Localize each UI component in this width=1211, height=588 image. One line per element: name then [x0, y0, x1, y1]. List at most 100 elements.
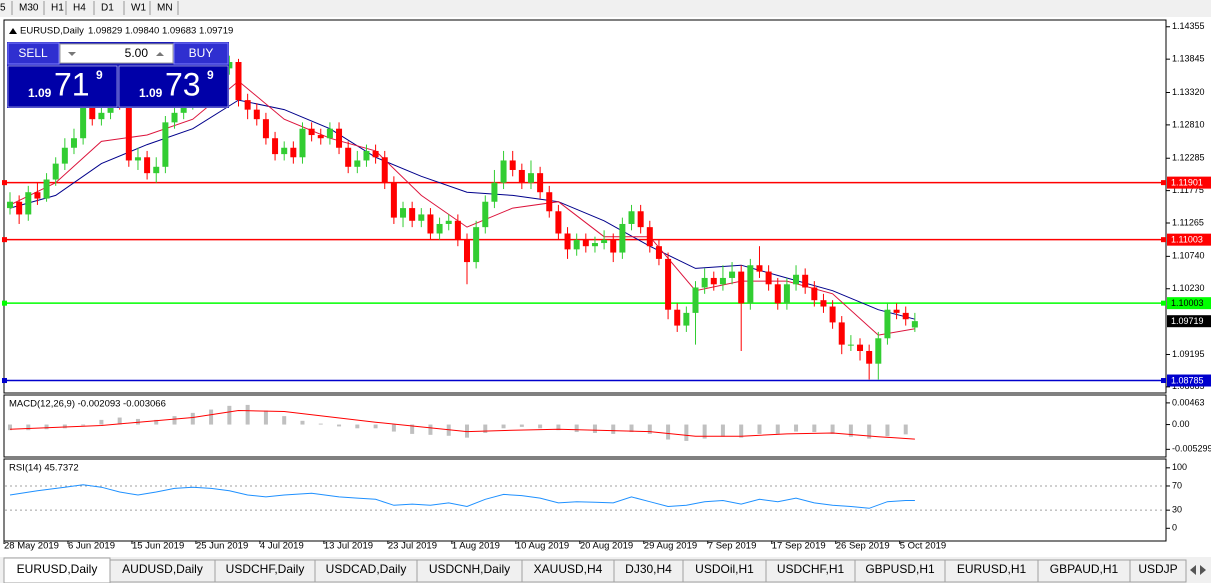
candle-body — [482, 201, 489, 228]
level-handle — [2, 378, 7, 384]
candle-body — [619, 223, 626, 253]
x-tick-label: 23 Jul 2019 — [388, 541, 437, 552]
histogram-bar — [263, 410, 268, 425]
tab-label[interactable]: USDCHF,Daily — [226, 562, 305, 576]
histogram-bar — [775, 424, 780, 434]
tab-label[interactable]: EURUSD,Daily — [17, 562, 98, 576]
candle-body — [299, 128, 306, 158]
level-tag — [1167, 176, 1211, 189]
tab-label[interactable]: USDCHF,H1 — [777, 562, 845, 576]
candle-body — [756, 265, 763, 272]
candle-body — [665, 258, 672, 310]
candle-body — [491, 182, 498, 202]
histogram-bar — [81, 424, 86, 426]
timeframe-button[interactable]: W1 — [131, 3, 146, 14]
candle-body — [326, 128, 333, 139]
histogram-bar — [794, 424, 799, 432]
macd-pane — [3, 394, 1167, 458]
timeframe-button[interactable]: H1 — [51, 3, 64, 14]
candle-body — [738, 271, 745, 304]
collapse-icon[interactable] — [9, 28, 17, 34]
tab-label[interactable]: GBPAUD,H1 — [1050, 562, 1119, 576]
timeframe-button[interactable]: M30 — [19, 3, 39, 14]
level-handle — [1161, 180, 1166, 186]
tab-label[interactable]: EURUSD,H1 — [957, 562, 1027, 576]
tab-label[interactable]: USDCNH,Daily — [429, 562, 510, 576]
price-tag — [1167, 315, 1211, 328]
price-point: 9 — [96, 68, 103, 82]
histogram-bar — [903, 424, 908, 435]
ohlc-label: 1.09829 1.09840 1.09683 1.09719 — [88, 26, 233, 37]
candle-body — [25, 192, 32, 215]
timeframe-button[interactable]: MN — [157, 3, 173, 14]
candle-body — [336, 128, 343, 148]
tab-label[interactable]: DJ30,H4 — [625, 562, 672, 576]
lot-field[interactable] — [59, 43, 174, 64]
lot-value[interactable]: 5.00 — [125, 46, 149, 60]
x-tick-label: 15 Jun 2019 — [132, 541, 184, 552]
histogram-bar — [8, 424, 12, 431]
tab-label[interactable]: AUDUSD,Daily — [122, 562, 203, 576]
price-box[interactable] — [118, 65, 229, 108]
y-tick-label: 1.12285 — [1172, 153, 1205, 163]
tab-label[interactable]: GBPUSD,H1 — [865, 562, 935, 576]
candle-body — [875, 338, 882, 364]
candle-body — [683, 312, 690, 326]
x-tick-label: 7 Sep 2019 — [708, 541, 757, 552]
candle-body — [692, 287, 699, 313]
tab-label[interactable]: USDCAD,Daily — [326, 562, 407, 576]
tab-scroll[interactable] — [1190, 565, 1206, 575]
candle-body — [902, 312, 909, 320]
histogram-bar — [26, 424, 31, 431]
candle-body — [308, 128, 315, 136]
tab-label[interactable]: USDJP — [1138, 562, 1177, 576]
tab-label[interactable]: USDOil,H1 — [695, 562, 754, 576]
tab[interactable] — [1129, 559, 1187, 583]
histogram-bar — [117, 417, 122, 425]
x-tick-label: 17 Sep 2019 — [772, 541, 826, 552]
histogram-bar — [227, 405, 232, 425]
candle-body — [153, 166, 160, 174]
histogram-bar — [337, 424, 342, 427]
candle-body — [43, 179, 50, 199]
histogram-bar — [720, 424, 725, 437]
histogram-bar — [885, 424, 890, 437]
lot-up[interactable] — [156, 52, 164, 56]
x-tick-label: 4 Jul 2019 — [260, 541, 304, 552]
histogram-bar — [391, 424, 396, 432]
moving-average — [9, 80, 915, 336]
price-pips: 73 — [165, 66, 201, 102]
histogram-bar — [757, 424, 762, 434]
histogram-bar — [538, 424, 543, 429]
tab[interactable] — [3, 557, 111, 584]
histogram-bar — [647, 424, 652, 434]
price-pips: 71 — [54, 66, 90, 102]
y-tick-label: 0.00 — [1172, 419, 1190, 429]
candle-body — [180, 103, 187, 113]
sell-label[interactable]: SELL — [18, 46, 48, 60]
histogram-bar — [410, 424, 415, 434]
candle-body — [134, 157, 141, 161]
histogram-bar — [848, 424, 853, 437]
sell-button[interactable] — [7, 42, 60, 65]
timeframe-button[interactable]: H4 — [73, 3, 86, 14]
candle-body — [518, 169, 525, 183]
buy-button[interactable] — [173, 42, 229, 65]
buy-label[interactable]: BUY — [189, 46, 214, 60]
toolbar — [0, 0, 1211, 17]
candle-body — [80, 106, 87, 139]
price-box[interactable] — [7, 65, 118, 108]
timeframe-button[interactable]: D1 — [101, 3, 114, 14]
level-handle — [1161, 237, 1166, 243]
histogram-bar — [172, 416, 177, 425]
lot-down[interactable] — [68, 52, 76, 56]
tab-label[interactable]: XAUUSD,H4 — [534, 562, 603, 576]
level-handle — [1161, 300, 1166, 306]
candle-body — [911, 321, 918, 328]
y-tick-label: 100 — [1172, 462, 1187, 472]
level-label: 1.08785 — [1171, 375, 1204, 385]
level-tag — [1167, 297, 1211, 310]
timeframe-button[interactable]: 5 — [0, 3, 6, 14]
rsi-line — [9, 484, 915, 509]
candle-body — [454, 220, 461, 240]
